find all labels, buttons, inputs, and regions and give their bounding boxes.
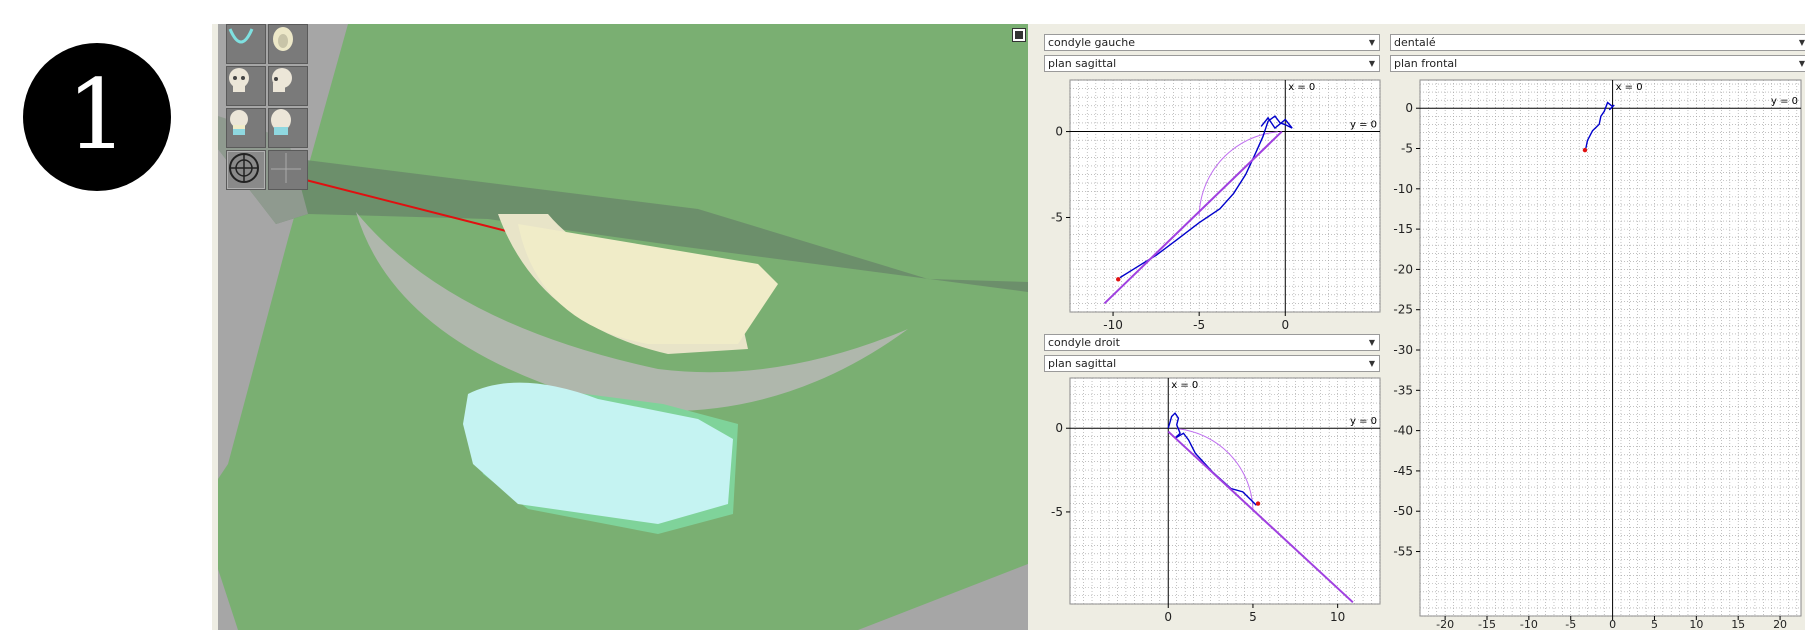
skull-front-icon [229, 68, 249, 92]
y-tick-label: -45 [1393, 464, 1413, 478]
x-tick-label: 10 [1330, 610, 1345, 624]
panel-left-bottom: condyle droit ▼ plan sagittal ▼ [1044, 334, 1384, 374]
trajectory-series [1585, 101, 1615, 149]
y-tick-label: -40 [1393, 424, 1413, 438]
plot-area [1069, 79, 1381, 313]
x-zero-label: x = 0 [1171, 380, 1198, 391]
y-tick-label: -5 [1051, 505, 1063, 519]
plot-condyle-gauche-sagittal[interactable]: x = 0 y = 0 -10 -5 0 0 -5 [1044, 78, 1384, 338]
x-tick-label: -10 [1103, 318, 1123, 332]
arch-icon [228, 28, 254, 44]
y-tick-label: -25 [1393, 303, 1413, 317]
plot-dentale-frontal[interactable]: x = 0y = 0-20 -15 -10 -5 0 5 10 15 200-5-10-15-2… [1390, 78, 1805, 630]
reference-axis-line [289, 175, 519, 235]
plane-select-left-bottom[interactable]: plan sagittal ▼ [1044, 355, 1380, 372]
end-point-marker [1582, 147, 1588, 153]
x-tick-label: 5 [1651, 618, 1658, 630]
chevron-down-icon: ▼ [1368, 338, 1375, 347]
y-tick-label: -20 [1393, 262, 1413, 276]
view-toolbar [226, 24, 310, 196]
x-tick-label: 15 [1731, 618, 1745, 630]
y-zero-label: y = 0 [1350, 416, 1377, 427]
trajectory-series [1103, 130, 1283, 305]
y-tick-label: -55 [1393, 545, 1413, 559]
chevron-down-icon: ▼ [1368, 59, 1375, 68]
y-tick-label: -35 [1393, 383, 1413, 397]
step-number-badge: 1 [23, 43, 171, 191]
crosshair-view-button[interactable] [268, 150, 308, 190]
end-point-marker [1116, 277, 1121, 282]
skull-side-icon [272, 68, 292, 92]
y-zero-label: y = 0 [1771, 96, 1798, 107]
skull-back-color-icon [271, 109, 291, 135]
y-tick-label: -50 [1393, 504, 1413, 518]
point-select-left-top[interactable]: condyle gauche ▼ [1044, 34, 1380, 51]
x-tick-label: -20 [1436, 618, 1454, 630]
y-tick-label: 0 [1405, 101, 1413, 115]
mandible-model [463, 382, 733, 524]
point-select-right[interactable]: dentalé ▼ [1390, 34, 1805, 51]
x-tick-label: 5 [1249, 610, 1257, 624]
target-view-button[interactable] [226, 150, 266, 190]
chevron-down-icon: ▼ [1798, 59, 1805, 68]
maxilla-model [518, 224, 778, 344]
plane-select-left-top[interactable]: plan sagittal ▼ [1044, 55, 1380, 72]
reference-arc [1177, 428, 1254, 512]
3d-viewport[interactable] [218, 24, 1028, 630]
x-tick-label: 0 [1609, 618, 1616, 630]
panel-right: dentalé ▼ plan frontal ▼ [1390, 34, 1805, 74]
y-tick-label: -15 [1393, 222, 1413, 236]
y-tick-label: -5 [1401, 142, 1413, 156]
arch-view-button[interactable] [226, 24, 266, 64]
x-zero-label: x = 0 [1616, 82, 1643, 93]
y-zero-label: y = 0 [1350, 120, 1377, 131]
plane-select-right[interactable]: plan frontal ▼ [1390, 55, 1805, 72]
y-tick-label: -10 [1393, 182, 1413, 196]
application-window: condyle gauche ▼ plan sagittal ▼ x = 0 y = … [212, 24, 1805, 630]
skull-front-color-icon [230, 110, 248, 135]
crosshair-icon [271, 153, 301, 183]
point-select-left-bottom[interactable]: condyle droit ▼ [1044, 334, 1380, 351]
skull-back-color-view-button[interactable] [268, 108, 308, 148]
x-zero-label: x = 0 [1288, 82, 1315, 93]
maxilla-view-button[interactable] [268, 24, 308, 64]
plot-condyle-droit-sagittal[interactable]: x = 0 y = 0 0 5 10 0 -5 [1044, 376, 1384, 630]
x-tick-label: 10 [1689, 618, 1703, 630]
chevron-down-icon: ▼ [1368, 38, 1375, 47]
reference-arc [1198, 131, 1278, 216]
3d-scene [218, 24, 1028, 630]
y-tick-label: -30 [1393, 343, 1413, 357]
x-tick-label: -15 [1478, 618, 1496, 630]
target-icon [229, 153, 259, 183]
grid [1419, 80, 1801, 617]
maxilla-icon [273, 27, 293, 51]
panel-left-top: condyle gauche ▼ plan sagittal ▼ [1044, 34, 1384, 324]
x-tick-label: -5 [1565, 618, 1576, 630]
maximize-viewport-button[interactable] [1012, 28, 1026, 42]
skull-front-view-button[interactable] [226, 66, 266, 106]
plot-area [1069, 377, 1381, 605]
y-tick-label: 0 [1055, 125, 1063, 139]
chevron-down-icon: ▼ [1798, 38, 1805, 47]
plot-area [1419, 79, 1802, 617]
skull-front-color-view-button[interactable] [226, 108, 266, 148]
x-tick-label: 20 [1773, 618, 1787, 630]
occlusal-curve-surface [356, 212, 908, 412]
x-tick-label: 0 [1164, 610, 1172, 624]
chevron-down-icon: ▼ [1368, 359, 1375, 368]
y-tick-label: -5 [1051, 210, 1063, 224]
x-tick-label: -10 [1520, 618, 1538, 630]
x-tick-label: -5 [1193, 318, 1205, 332]
trajectory-series [1119, 115, 1293, 279]
end-point-marker [1255, 501, 1261, 506]
trajectory-series [1167, 430, 1354, 604]
skull-side-view-button[interactable] [268, 66, 308, 106]
occlusal-plane [218, 149, 1028, 292]
y-tick-label: 0 [1055, 421, 1063, 435]
x-tick-label: 0 [1281, 318, 1289, 332]
